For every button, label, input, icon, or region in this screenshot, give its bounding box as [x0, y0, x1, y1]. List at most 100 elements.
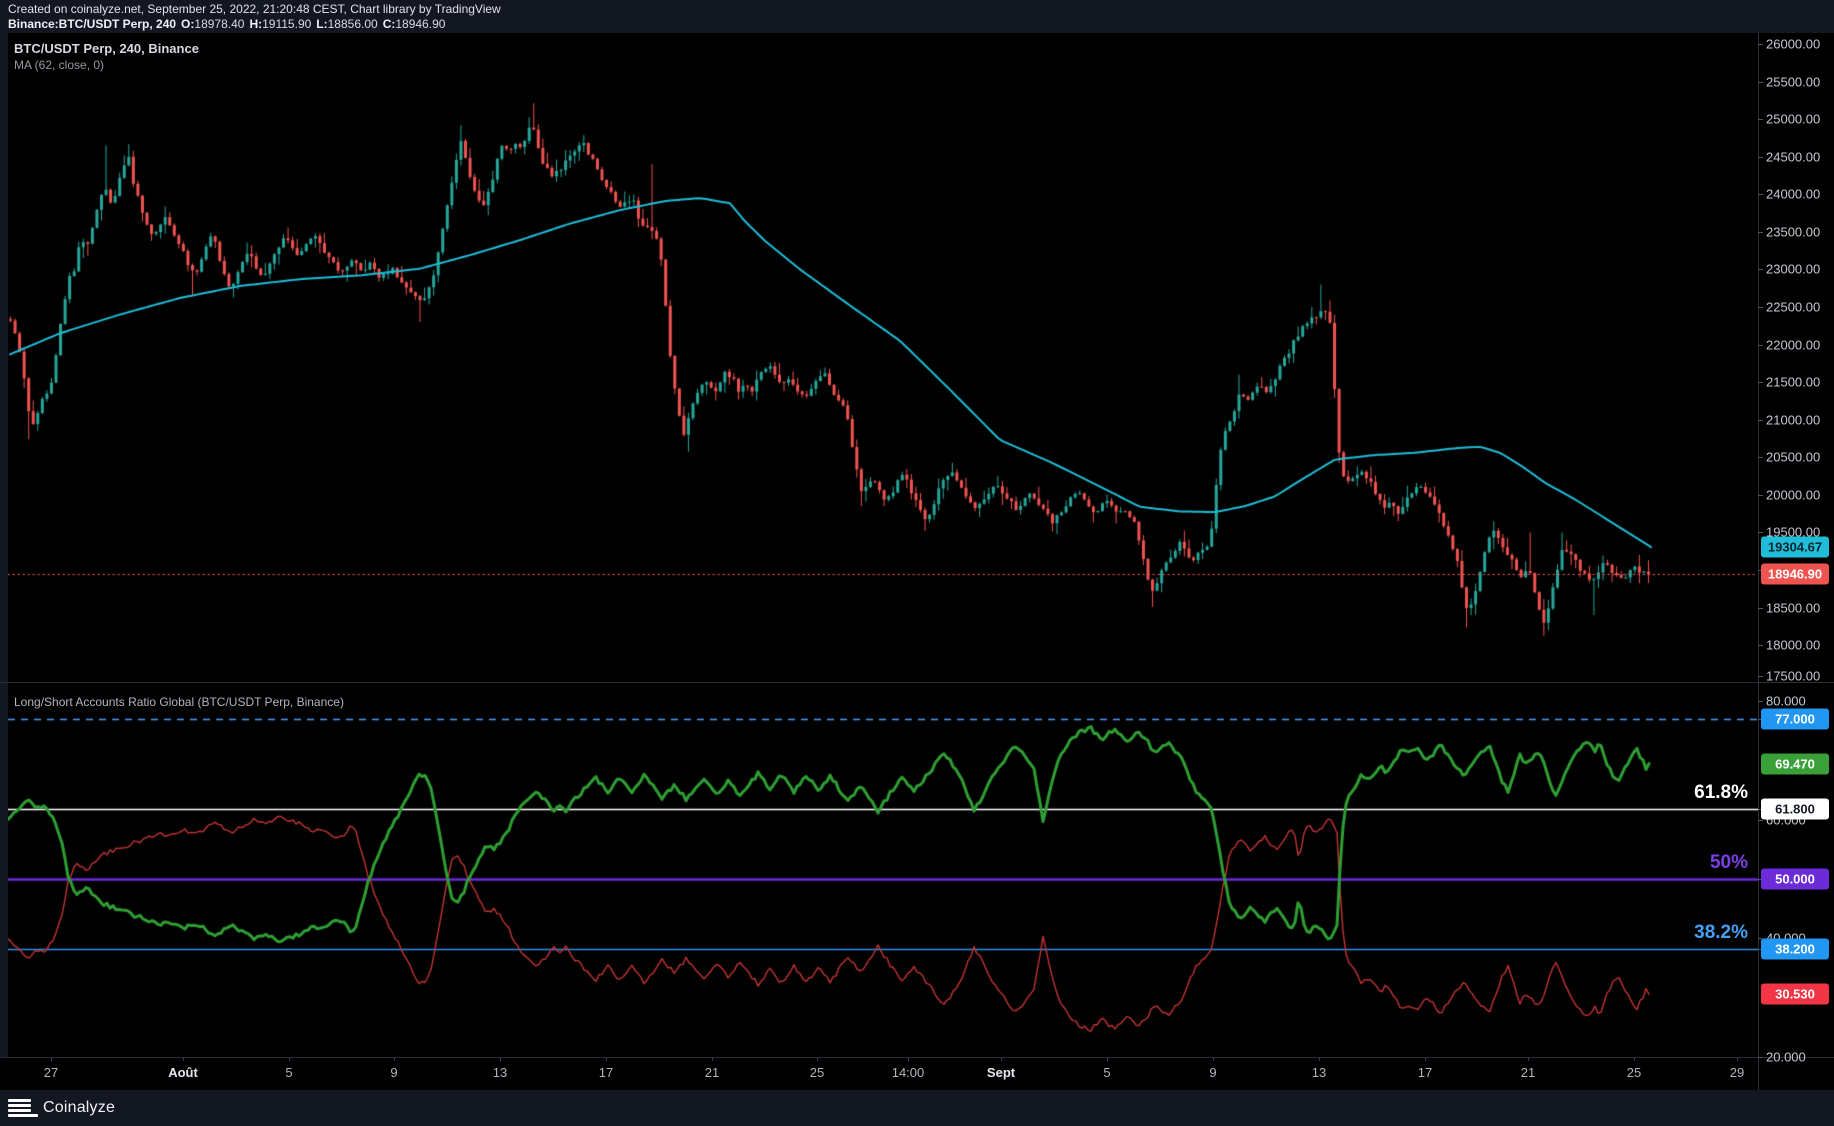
price-tick-label: 23000.00 [1766, 261, 1821, 277]
axis-tick-mark [1758, 645, 1763, 646]
axis-tick-mark [1758, 809, 1763, 810]
price-tick-label: 21500.00 [1766, 374, 1821, 390]
ohlc-value: 18946.90 [395, 17, 446, 31]
axis-tick-mark [1758, 269, 1763, 270]
time-tick-mark [1107, 1057, 1108, 1061]
time-label: 21 [1520, 1065, 1536, 1080]
time-tick-mark [1001, 1057, 1002, 1061]
ratio-chart-canvas[interactable] [8, 682, 1758, 1057]
price-tick-label: 22500.00 [1766, 299, 1821, 315]
time-tick-mark [1425, 1057, 1426, 1061]
price-tick-label: 20500.00 [1766, 449, 1821, 465]
price-chart-canvas[interactable] [8, 33, 1758, 682]
bottom-bar: Coinalyze [0, 1090, 1834, 1126]
axis-tick-mark [1758, 949, 1763, 950]
time-label: 5 [1103, 1065, 1111, 1080]
ohlc-value: 18978.40 [194, 17, 245, 31]
price-axis-border [1758, 33, 1759, 1090]
ohlc-value: 19115.90 [262, 17, 312, 31]
time-label: 21 [704, 1065, 720, 1080]
ohlc-value: 18856.00 [327, 17, 378, 31]
time-label: 25 [1626, 1065, 1642, 1080]
time-label: 27 [43, 1065, 59, 1080]
axis-tick-mark [1758, 82, 1763, 83]
main-legend-ma: MA (62, close, 0) [14, 58, 105, 72]
axis-tick-mark [1758, 676, 1763, 677]
axis-tick-mark [1758, 608, 1763, 609]
ratio-tick-label: 80.000 [1766, 693, 1806, 709]
price-tick-label: 20000.00 [1766, 487, 1821, 503]
time-axis-separator [0, 1057, 1834, 1058]
level-price-chip: 61.800 [1761, 798, 1829, 820]
time-label-month: Sept [986, 1065, 1016, 1080]
price-tick-label: 21000.00 [1766, 412, 1821, 428]
created-on-text: Created on coinalyze.net, September 25, … [8, 2, 501, 16]
price-tick-label: 25500.00 [1766, 74, 1821, 90]
ohlc-key: L: [316, 17, 328, 31]
export-header: Created on coinalyze.net, September 25, … [0, 0, 1834, 33]
fib-level-label: 61.8% [1694, 782, 1748, 803]
symbol-ohlc-row: Binance:BTC/USDT Perp, 240 O:18978.40 H:19… [8, 17, 445, 31]
ohlc-key: C: [382, 17, 396, 31]
symbol-text: Binance:BTC/USDT Perp, 240 [8, 17, 177, 31]
time-label: 5 [285, 1065, 293, 1080]
time-tick-mark [1528, 1057, 1529, 1061]
time-label: 9 [1209, 1065, 1217, 1080]
time-tick-mark [712, 1057, 713, 1061]
axis-tick-mark [1758, 495, 1763, 496]
ohlc-key: H: [249, 17, 263, 31]
price-tick-label: 18000.00 [1766, 637, 1821, 653]
price-tick-label: 17500.00 [1766, 668, 1821, 684]
price-tick-label: 23500.00 [1766, 224, 1821, 240]
axis-tick-mark [1758, 194, 1763, 195]
fib-level-label: 38.2% [1694, 921, 1748, 943]
ohlc-values: O:18978.40 H:19115.90 L:18856.00 C:18946.90 [176, 17, 445, 31]
main-legend-symbol: BTC/USDT Perp, 240, Binance [14, 41, 199, 56]
time-label-month: Août [168, 1065, 198, 1080]
time-label: 14:00 [891, 1065, 925, 1080]
level-price-chip: 50.000 [1761, 868, 1829, 890]
axis-tick-mark [1758, 1057, 1763, 1058]
price-tick-label: 25000.00 [1766, 111, 1821, 127]
chart-area: BTC/USDT Perp, 240, Binance MA (62, clos… [0, 33, 1834, 1090]
axis-tick-mark [1758, 232, 1763, 233]
time-tick-mark [908, 1057, 909, 1061]
time-tick-mark [289, 1057, 290, 1061]
pane-separator[interactable] [0, 682, 1834, 683]
price-tick-label: 26000.00 [1766, 36, 1821, 52]
axis-tick-mark [1758, 820, 1763, 821]
time-tick-mark [817, 1057, 818, 1061]
time-label: 25 [809, 1065, 825, 1080]
axis-tick-mark [1758, 345, 1763, 346]
ratio-tick-label: 20.000 [1766, 1049, 1806, 1065]
price-tick-label: 22000.00 [1766, 337, 1821, 353]
axis-tick-mark [1758, 382, 1763, 383]
time-tick-mark [1634, 1057, 1635, 1061]
time-label: 13 [492, 1065, 508, 1080]
axis-tick-mark [1758, 938, 1763, 939]
time-tick-mark [1737, 1057, 1738, 1061]
price-tick-label: 24000.00 [1766, 186, 1821, 202]
ratio-value-chip: 69.470 [1761, 753, 1829, 774]
coinalyze-logo-text[interactable]: Coinalyze [43, 1099, 116, 1116]
time-tick-mark [51, 1057, 52, 1061]
left-margin-strip [0, 33, 8, 1057]
time-label: 17 [1417, 1065, 1433, 1080]
time-tick-mark [606, 1057, 607, 1061]
axis-tick-mark [1758, 532, 1763, 533]
time-tick-mark [1213, 1057, 1214, 1061]
price-tick-label: 19500.00 [1766, 524, 1821, 540]
coinalyze-logo-icon[interactable] [8, 1099, 38, 1117]
time-tick-mark [183, 1057, 184, 1061]
time-label: 13 [1311, 1065, 1327, 1080]
time-tick-mark [500, 1057, 501, 1061]
axis-tick-mark [1758, 157, 1763, 158]
axis-tick-mark [1758, 457, 1763, 458]
indicator-legend: Long/Short Accounts Ratio Global (BTC/US… [14, 695, 344, 709]
fib-level-label: 50% [1709, 852, 1748, 873]
axis-tick-mark [1758, 44, 1763, 45]
time-tick-mark [1319, 1057, 1320, 1061]
axis-tick-mark [1758, 879, 1763, 880]
price-value-chip: 19304.67 [1761, 536, 1829, 558]
